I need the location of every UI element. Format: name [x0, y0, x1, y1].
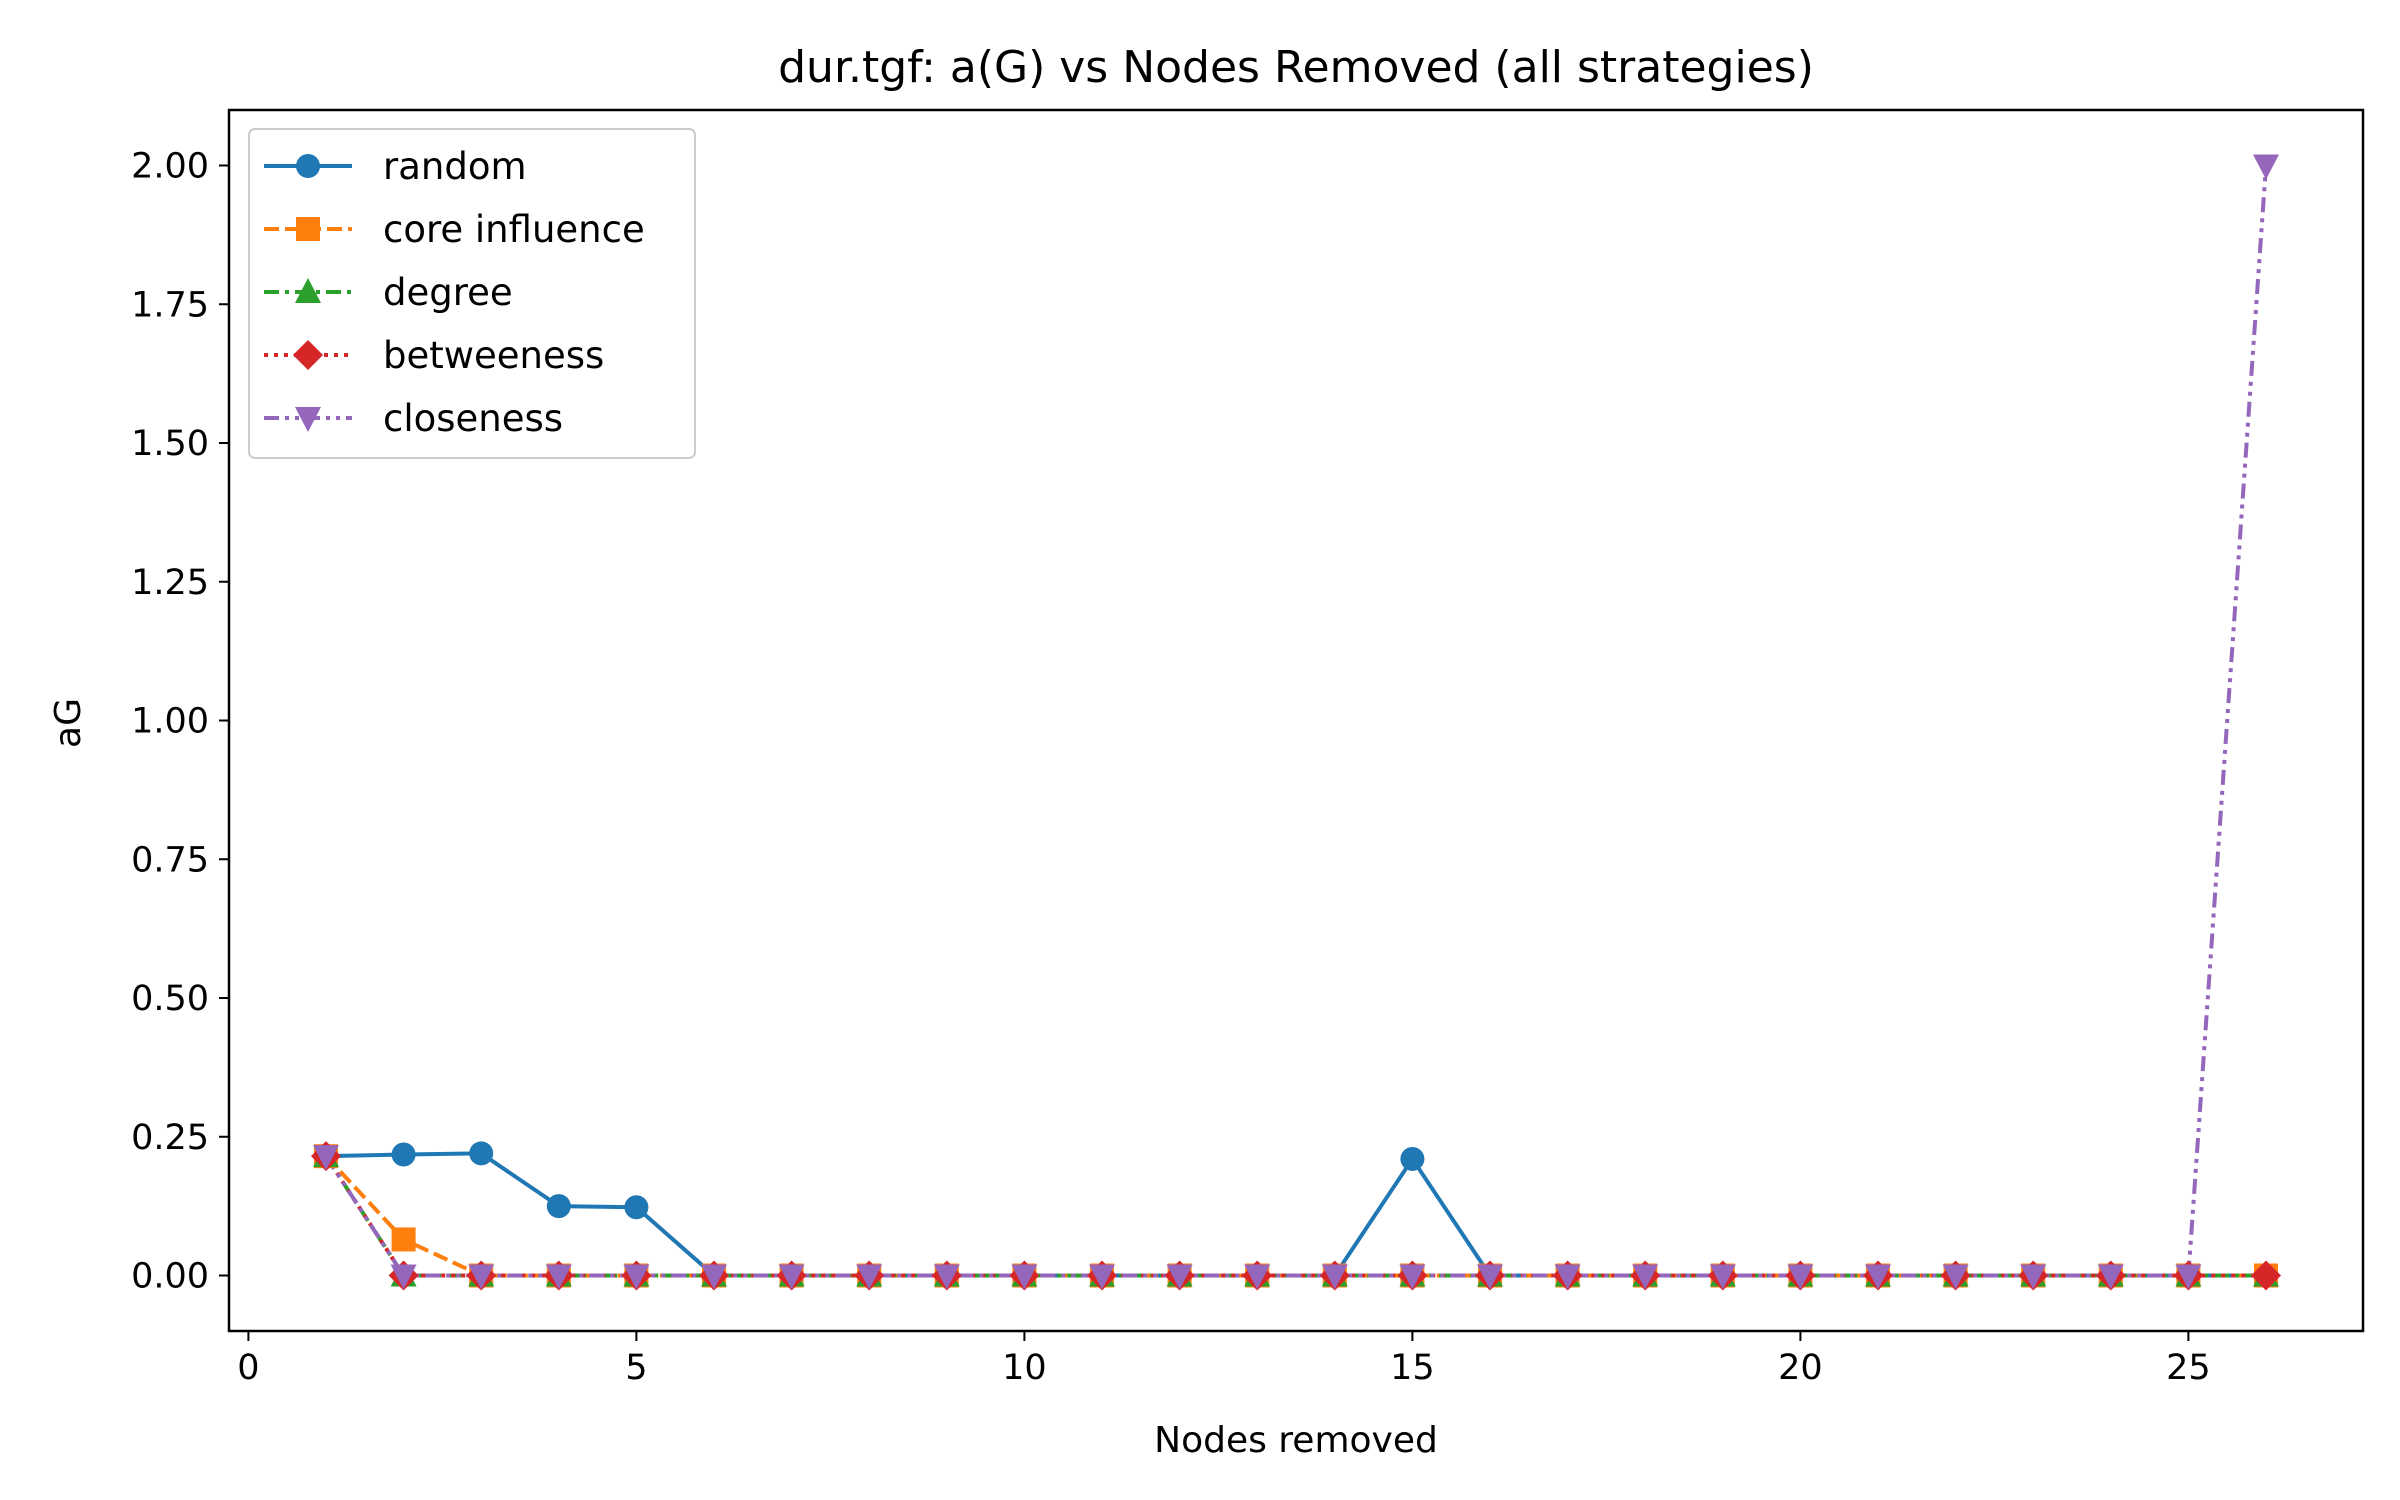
data-point-closeness — [1244, 1264, 1271, 1290]
plot-markers — [311, 154, 2281, 1291]
plot-frame — [227, 108, 2365, 1333]
data-point-closeness — [1477, 1264, 1503, 1290]
data-point-closeness — [1942, 1264, 1969, 1290]
data-point-closeness — [468, 1264, 495, 1290]
data-point-closeness — [313, 1145, 339, 1171]
y-tick-label: 1.50 — [131, 424, 209, 464]
x-tick-label: 10 — [1002, 1348, 1047, 1388]
data-point-closeness — [390, 1264, 417, 1290]
x-tick-label: 15 — [1390, 1348, 1435, 1388]
data-point-closeness — [2175, 1264, 2202, 1290]
x-tick-label: 5 — [625, 1348, 647, 1388]
data-point-betweeness — [2251, 1260, 2281, 1291]
legend-label-random: random — [383, 145, 527, 188]
data-point-closeness — [701, 1264, 727, 1290]
data-point-closeness — [1632, 1264, 1659, 1290]
y-tick-label: 0.25 — [131, 1118, 209, 1158]
data-point-closeness — [1166, 1264, 1193, 1290]
data-point-closeness — [778, 1264, 805, 1290]
y-axis-label: aG — [48, 698, 89, 748]
data-point-closeness — [1787, 1264, 1814, 1290]
data-point-closeness — [2020, 1264, 2047, 1290]
data-point-closeness — [1321, 1264, 1348, 1290]
x-tick-label: 20 — [1778, 1348, 1823, 1388]
data-point-closeness — [1865, 1264, 1891, 1290]
data-point-core-influence — [391, 1227, 416, 1252]
legend-label-core-influence: core influence — [383, 208, 645, 251]
x-axis-label: Nodes removed — [1154, 1420, 1438, 1461]
data-point-closeness — [1089, 1264, 1115, 1290]
data-point-closeness — [933, 1264, 960, 1290]
data-point-closeness — [545, 1264, 572, 1290]
data-point-closeness — [1554, 1264, 1581, 1290]
legend-box — [248, 128, 696, 459]
data-point-closeness — [1399, 1264, 1426, 1290]
y-tick-label: 0.75 — [131, 840, 209, 880]
y-tick-label: 1.00 — [131, 702, 209, 742]
data-point-closeness — [2253, 154, 2279, 180]
data-point-random — [391, 1142, 416, 1167]
y-tick-label: 1.75 — [131, 285, 209, 325]
chart-title: dur.tgf: a(G) vs Nodes Removed (all stra… — [778, 42, 1814, 93]
legend-label-betweeness: betweeness — [383, 334, 604, 377]
legend-label-closeness: closeness — [383, 397, 563, 440]
data-point-random — [546, 1194, 571, 1219]
legend-marker-core-influence — [296, 217, 320, 241]
data-point-closeness — [623, 1264, 650, 1290]
legend-marker-closeness — [295, 407, 321, 432]
x-axis-ticks: 0 5 10 15 20 25 — [237, 1331, 2211, 1388]
y-tick-label: 2.00 — [131, 147, 209, 187]
data-point-closeness — [1011, 1264, 1038, 1290]
data-point-closeness — [1709, 1264, 1736, 1290]
legend-label-degree: degree — [383, 271, 513, 314]
data-point-closeness — [2097, 1264, 2124, 1290]
x-tick-label: 0 — [237, 1348, 259, 1388]
legend-marker-degree — [295, 278, 321, 303]
y-tick-label: 0.00 — [131, 1257, 209, 1297]
y-tick-label: 1.25 — [131, 563, 209, 603]
legend-marker-betweeness — [293, 340, 323, 370]
data-point-random — [624, 1195, 649, 1220]
y-tick-label: 0.50 — [131, 979, 209, 1019]
data-point-closeness — [856, 1264, 883, 1290]
y-axis-ticks: 0.00 0.25 0.50 0.75 1.00 1.25 1.50 1.75 2.00 — [131, 147, 229, 1297]
x-tick-label: 25 — [2166, 1348, 2211, 1388]
data-point-random — [469, 1141, 494, 1166]
legend-marker-random — [296, 154, 320, 178]
legend: random core influence degree betweeness clos… — [248, 128, 696, 459]
data-point-random — [1400, 1146, 1425, 1171]
